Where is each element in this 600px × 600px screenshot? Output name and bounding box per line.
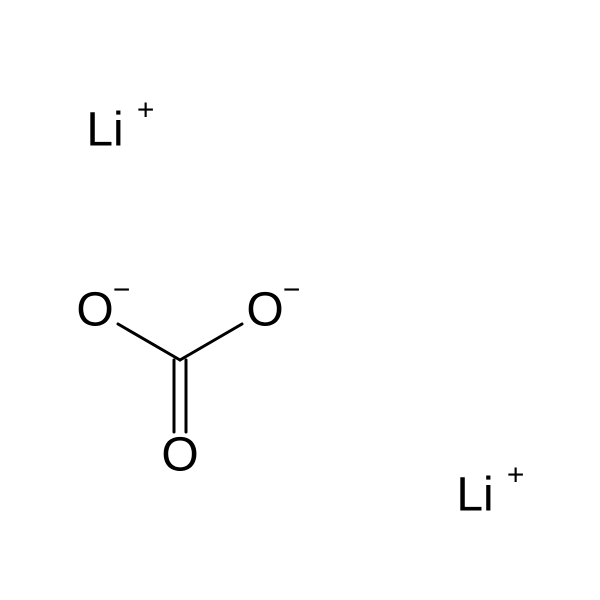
charge-li1: + [137, 93, 155, 126]
molecule-diagram: Li+Li+O−O−O [0, 0, 600, 600]
charge-o1: − [113, 273, 131, 306]
charge-o2: − [283, 273, 301, 306]
atom-o3: O [161, 429, 198, 482]
bond-0-a [118, 324, 180, 360]
atom-li2: Li [456, 469, 493, 522]
atom-o2: O [246, 284, 283, 337]
atom-li1: Li [86, 104, 123, 157]
bond-1-a [180, 324, 242, 360]
charge-li2: + [507, 458, 525, 491]
atom-o1: O [76, 284, 113, 337]
